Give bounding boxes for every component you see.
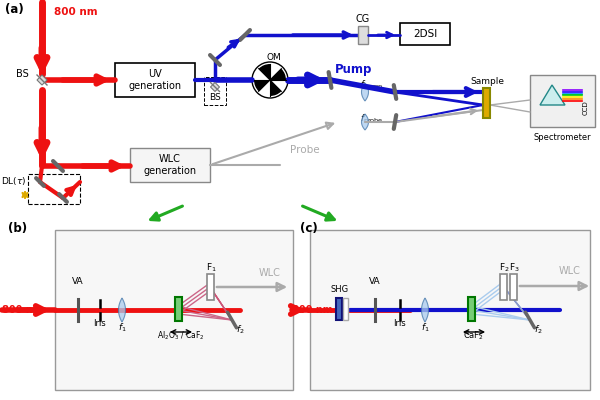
Polygon shape [119, 298, 125, 322]
Text: SHG: SHG [331, 285, 349, 294]
Text: 800 nm: 800 nm [292, 305, 333, 315]
Text: $f_\mathrm{probe}$: $f_\mathrm{probe}$ [360, 114, 383, 126]
Text: BS: BS [16, 69, 28, 79]
Text: Al$_2$O$_3$ / CaF$_2$: Al$_2$O$_3$ / CaF$_2$ [157, 329, 205, 342]
Polygon shape [422, 298, 428, 322]
Wedge shape [270, 69, 286, 80]
Text: Iris: Iris [394, 319, 406, 328]
Bar [55, 230, 293, 390]
Text: CaF$_2$: CaF$_2$ [463, 329, 485, 342]
Text: Probe: Probe [290, 145, 320, 155]
Bar [207, 274, 214, 300]
Text: Sample: Sample [470, 77, 504, 86]
Text: $f_1$: $f_1$ [421, 321, 430, 334]
Text: (a): (a) [5, 3, 24, 16]
Polygon shape [211, 82, 220, 92]
Text: WLC: WLC [259, 268, 281, 278]
Text: (b): (b) [8, 222, 27, 235]
Wedge shape [259, 64, 270, 80]
Bar [115, 63, 195, 97]
Bar [204, 77, 226, 105]
Bar [336, 298, 342, 320]
Text: VA: VA [72, 277, 84, 286]
Text: 800 nm: 800 nm [54, 7, 98, 17]
Text: WLC: WLC [559, 266, 581, 276]
Text: F$_1$: F$_1$ [206, 261, 217, 274]
Bar [400, 23, 450, 45]
Text: $f_2$: $f_2$ [236, 324, 244, 336]
Text: CG: CG [356, 14, 370, 24]
Text: $f_2$: $f_2$ [534, 324, 542, 336]
Text: Pump: Pump [335, 63, 373, 76]
Text: VA: VA [369, 277, 381, 286]
Bar [310, 230, 590, 390]
Polygon shape [362, 83, 368, 101]
Text: $f_\mathrm{pump}$: $f_\mathrm{pump}$ [360, 79, 383, 92]
Circle shape [252, 62, 288, 98]
Text: (c): (c) [300, 222, 318, 235]
Bar [510, 274, 517, 300]
Bar [343, 298, 348, 320]
Polygon shape [362, 114, 368, 130]
Text: OM: OM [266, 53, 281, 62]
Bar [530, 75, 595, 127]
Polygon shape [37, 75, 47, 85]
Text: 800 nm: 800 nm [2, 305, 43, 315]
Wedge shape [270, 80, 281, 96]
Bar [483, 88, 490, 118]
Wedge shape [254, 80, 270, 91]
Text: CCD: CCD [583, 101, 589, 115]
Bar [500, 274, 507, 300]
Text: UV
generation: UV generation [128, 69, 182, 91]
Text: WLC
generation: WLC generation [143, 154, 197, 176]
Bar [358, 26, 368, 44]
Text: DL($\tau$): DL($\tau$) [1, 175, 27, 187]
Bar [28, 174, 80, 204]
Bar [130, 148, 210, 182]
Text: Spectrometer: Spectrometer [533, 133, 591, 142]
Text: F$_3$: F$_3$ [509, 261, 520, 274]
Text: F$_2$: F$_2$ [499, 261, 509, 274]
Text: BS: BS [209, 93, 221, 102]
Text: $f_1$: $f_1$ [118, 321, 127, 334]
Text: 2DSI: 2DSI [413, 29, 437, 39]
Bar [468, 297, 475, 321]
Text: Iris: Iris [94, 319, 106, 328]
Bar [175, 297, 182, 321]
Polygon shape [540, 85, 565, 105]
